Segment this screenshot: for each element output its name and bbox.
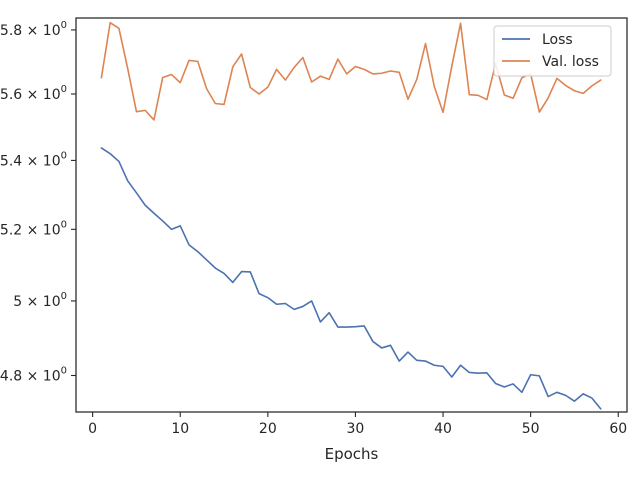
y-tick-label: 5 × 100 — [13, 291, 67, 310]
y-tick-label: 5.4 × 100 — [0, 150, 67, 169]
plot-frame — [75, 17, 628, 413]
x-tick-label: 30 — [347, 421, 365, 437]
x-tick-label: 20 — [259, 421, 277, 437]
legend-entry-loss: Loss — [542, 32, 573, 48]
y-tick-label: 5.6 × 100 — [0, 84, 67, 103]
series-layer — [100, 21, 602, 410]
y-tick-label: 5.8 × 100 — [0, 20, 67, 39]
x-tick-label: 0 — [88, 421, 97, 437]
y-axis: 4.8 × 100 5 × 100 5.2 × 100 5.4 × 100 5.6 × … — [0, 20, 76, 384]
x-tick-label: 50 — [522, 421, 540, 437]
x-tick-label: 60 — [609, 421, 627, 437]
x-axis-label: Epochs — [325, 445, 379, 463]
legend-entry-val-loss: Val. loss — [542, 54, 599, 70]
series-line-val-loss — [100, 21, 602, 121]
x-tick-label: 10 — [171, 421, 189, 437]
x-axis: 0 10 20 30 40 50 60 — [88, 412, 627, 437]
legend: Loss Val. loss — [493, 25, 612, 77]
series-line-loss — [100, 147, 602, 410]
x-tick-label: 40 — [434, 421, 452, 437]
y-tick-label: 5.2 × 100 — [0, 219, 67, 238]
y-tick-label: 4.8 × 100 — [0, 365, 67, 384]
